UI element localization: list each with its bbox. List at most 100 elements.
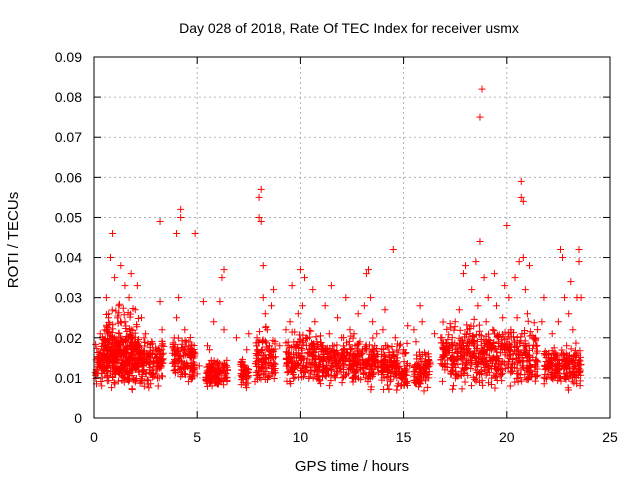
data-point bbox=[128, 385, 136, 393]
data-point bbox=[283, 377, 291, 385]
data-point bbox=[208, 382, 216, 390]
data-point bbox=[462, 262, 470, 270]
data-point bbox=[353, 347, 361, 355]
data-point bbox=[241, 367, 249, 375]
data-point bbox=[490, 371, 498, 379]
data-point bbox=[220, 326, 228, 334]
data-point bbox=[521, 286, 529, 294]
data-point bbox=[312, 354, 320, 362]
data-point bbox=[414, 371, 422, 379]
data-point bbox=[297, 367, 305, 375]
data-point bbox=[271, 345, 279, 353]
data-point bbox=[160, 342, 168, 350]
data-point bbox=[360, 358, 368, 366]
data-point bbox=[420, 358, 428, 366]
data-point bbox=[312, 333, 320, 341]
data-point bbox=[449, 366, 457, 374]
data-point bbox=[543, 375, 551, 383]
data-point bbox=[214, 365, 222, 373]
data-point bbox=[268, 302, 276, 310]
data-point bbox=[118, 359, 126, 367]
data-point bbox=[552, 351, 560, 359]
data-point bbox=[362, 341, 370, 349]
data-point bbox=[188, 341, 196, 349]
data-point bbox=[101, 335, 109, 343]
data-point bbox=[331, 374, 339, 382]
data-point bbox=[548, 330, 556, 338]
data-point bbox=[328, 342, 336, 350]
data-point bbox=[565, 310, 573, 318]
data-point bbox=[265, 342, 273, 350]
data-point bbox=[369, 365, 377, 373]
data-point bbox=[420, 387, 428, 395]
data-point bbox=[395, 342, 403, 350]
data-point bbox=[513, 314, 521, 322]
data-point bbox=[541, 374, 549, 382]
data-point bbox=[232, 334, 240, 342]
data-point bbox=[319, 342, 327, 350]
data-point bbox=[466, 338, 474, 346]
data-point bbox=[115, 309, 123, 317]
data-point bbox=[456, 326, 464, 334]
data-point bbox=[115, 302, 123, 310]
data-point bbox=[515, 349, 523, 357]
data-point bbox=[238, 373, 246, 381]
data-point bbox=[199, 298, 207, 306]
data-point bbox=[463, 321, 471, 329]
data-point bbox=[109, 362, 117, 370]
data-point bbox=[145, 351, 153, 359]
data-point bbox=[358, 346, 366, 354]
data-point bbox=[561, 294, 569, 302]
data-point bbox=[559, 254, 567, 262]
data-point bbox=[385, 366, 393, 374]
data-point bbox=[415, 383, 423, 391]
data-point bbox=[258, 361, 266, 369]
data-point bbox=[107, 346, 115, 354]
data-point bbox=[191, 350, 199, 358]
data-point bbox=[189, 358, 197, 366]
data-point bbox=[171, 340, 179, 348]
data-point bbox=[121, 318, 129, 326]
data-point bbox=[497, 371, 505, 379]
data-point bbox=[540, 294, 548, 302]
data-point bbox=[532, 342, 540, 350]
data-point bbox=[381, 355, 389, 363]
data-point bbox=[385, 351, 393, 359]
data-point bbox=[400, 381, 408, 389]
data-point bbox=[188, 372, 196, 380]
data-point bbox=[113, 340, 121, 348]
data-point bbox=[437, 356, 445, 364]
data-point bbox=[380, 352, 388, 360]
data-point bbox=[313, 338, 321, 346]
data-point bbox=[330, 372, 338, 380]
data-point bbox=[523, 354, 531, 362]
data-point bbox=[214, 358, 222, 366]
data-point bbox=[548, 369, 556, 377]
data-point bbox=[369, 334, 377, 342]
data-point bbox=[283, 355, 291, 363]
data-point bbox=[181, 370, 189, 378]
data-point bbox=[340, 373, 348, 381]
data-point bbox=[366, 371, 374, 379]
data-point bbox=[105, 329, 113, 337]
data-point bbox=[126, 342, 134, 350]
data-point bbox=[218, 361, 226, 369]
data-point bbox=[211, 375, 219, 383]
data-point bbox=[311, 318, 319, 326]
data-point bbox=[256, 328, 264, 336]
data-point bbox=[488, 364, 496, 372]
data-point bbox=[140, 334, 148, 342]
data-point bbox=[340, 361, 348, 369]
data-point bbox=[102, 294, 110, 302]
data-point bbox=[470, 322, 478, 330]
data-point bbox=[374, 364, 382, 372]
data-point bbox=[499, 314, 507, 322]
data-point bbox=[302, 342, 310, 350]
data-point bbox=[286, 318, 294, 326]
data-point bbox=[504, 359, 512, 367]
data-point bbox=[473, 338, 481, 346]
data-point bbox=[321, 371, 329, 379]
data-point bbox=[244, 372, 252, 380]
data-point bbox=[443, 325, 451, 333]
data-point bbox=[302, 368, 310, 376]
